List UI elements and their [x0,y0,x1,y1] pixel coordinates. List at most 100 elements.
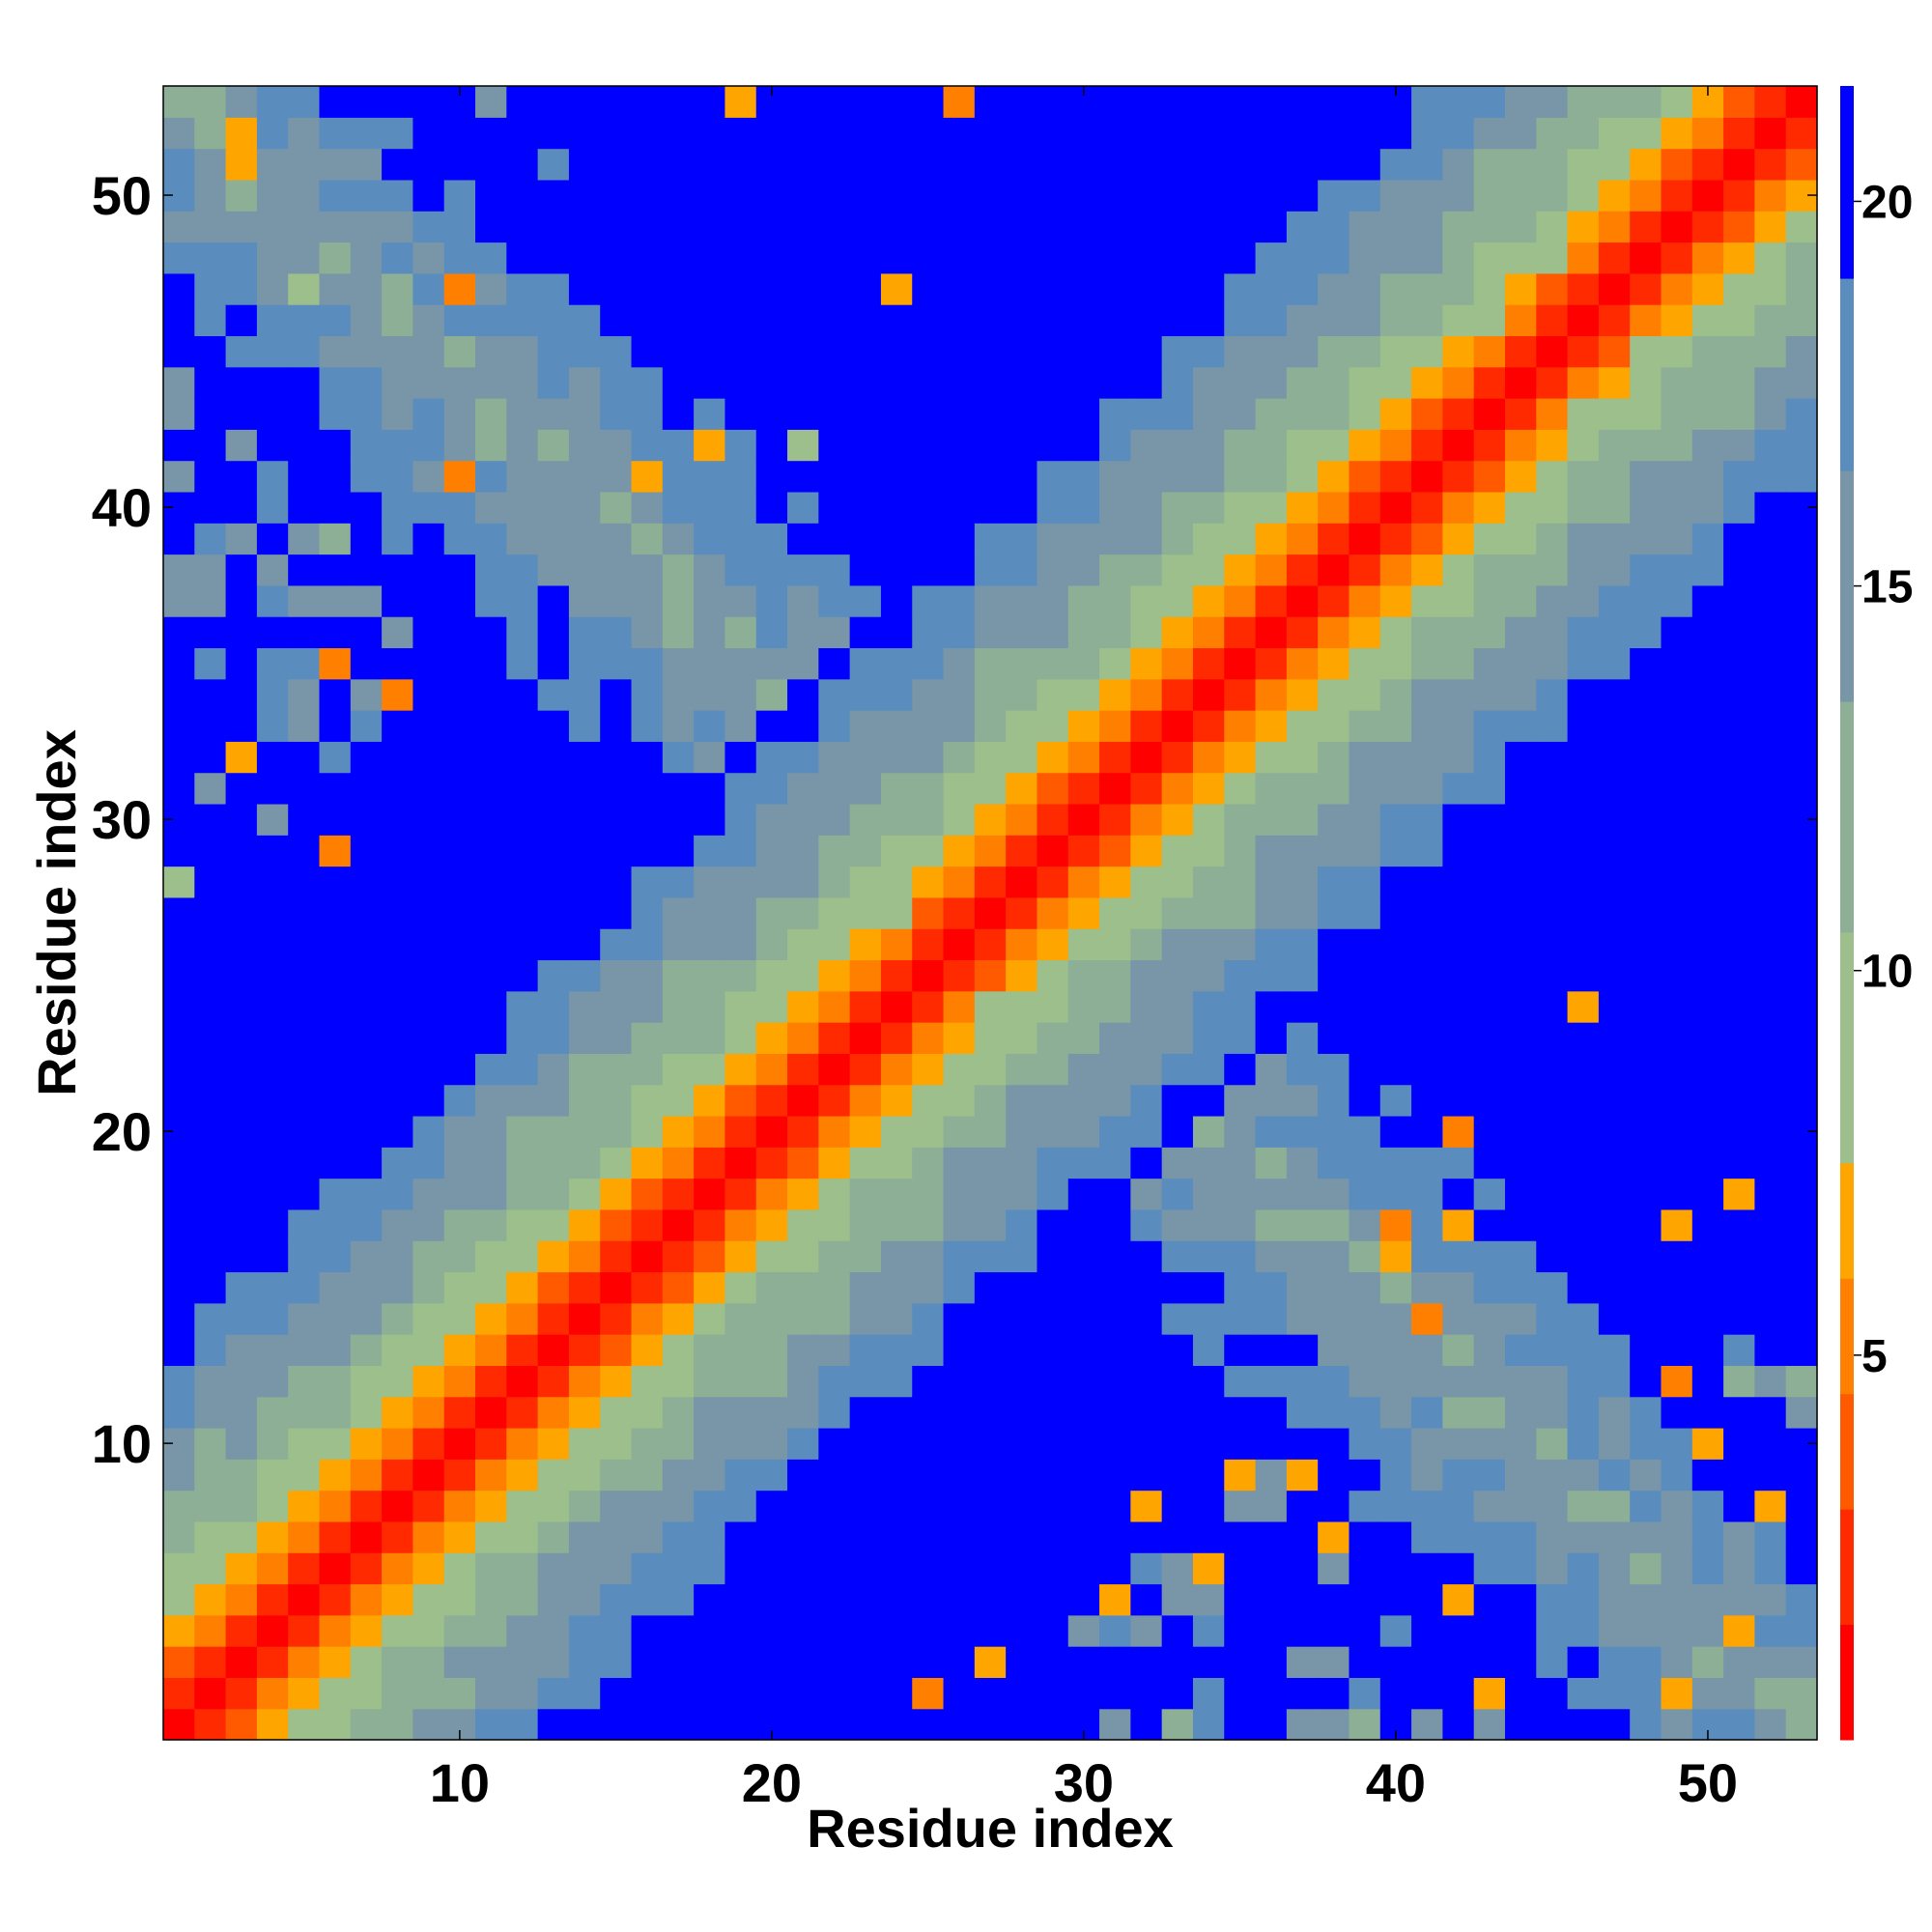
heatmap-cell [1661,491,1693,524]
heatmap-cell [1536,1490,1569,1522]
heatmap-cell [1037,959,1069,992]
heatmap-cell [475,1427,507,1460]
heatmap-cell [350,1427,383,1460]
heatmap-cell [1754,429,1787,462]
heatmap-cell [1006,1302,1038,1335]
heatmap-cell [1723,1365,1755,1398]
heatmap-cell [1630,1302,1662,1335]
heatmap-cell [1754,1520,1787,1553]
heatmap-cell [1785,1614,1818,1647]
heatmap-cell [662,1520,695,1553]
heatmap-cell [1691,866,1724,898]
heatmap-cell [1630,678,1662,711]
heatmap-cell [568,678,601,711]
heatmap-cell [1442,1208,1475,1241]
heatmap-cell [443,1115,476,1148]
heatmap-cell [443,1240,476,1273]
heatmap-cell [537,523,570,555]
heatmap-cell [1630,460,1662,493]
heatmap-cell [225,1022,258,1054]
heatmap-cell [1661,710,1693,742]
heatmap-cell [1349,429,1381,462]
heatmap-cell [1255,1552,1288,1585]
heatmap-cell [849,1053,882,1086]
heatmap-cell [1442,491,1475,524]
heatmap-cell [537,304,570,337]
heatmap-cell [412,1365,445,1398]
heatmap-cell [755,1084,788,1117]
heatmap-cell [943,741,976,774]
heatmap-cell [350,959,383,992]
heatmap-cell [974,1583,1007,1616]
heatmap-cell [256,1084,289,1117]
heatmap-cell [694,86,726,118]
heatmap-cell [1598,1396,1631,1429]
heatmap-cell [1255,117,1288,150]
heatmap-cell [1379,398,1412,430]
heatmap-cell [724,179,757,212]
heatmap-cell [1192,523,1225,555]
heatmap-cell [1318,1271,1350,1304]
heatmap-cell [225,554,258,586]
heatmap-cell [818,584,851,617]
heatmap-cell [631,242,664,274]
heatmap-cell [600,616,633,649]
heatmap-cell [412,148,445,181]
heatmap-cell [787,148,819,181]
heatmap-cell [1691,1302,1724,1335]
heatmap-cell [1661,1178,1693,1210]
heatmap-cell [1067,1115,1100,1148]
heatmap-cell [1099,1178,1131,1210]
heatmap-cell [818,866,851,898]
heatmap-cell [1785,1490,1818,1522]
heatmap-cell [1411,1708,1443,1741]
heatmap-cell [568,896,601,929]
heatmap-cell [225,1271,258,1304]
heatmap-cell [163,741,195,774]
heatmap-cell [194,803,227,836]
heatmap-cell [1255,1520,1288,1553]
heatmap-cell [1255,1334,1288,1366]
heatmap-cell [818,1614,851,1647]
heatmap-cell [880,1583,913,1616]
heatmap-cell [256,1334,289,1366]
heatmap-cell [1130,928,1163,961]
heatmap-cell [849,1646,882,1678]
heatmap-cell [1130,959,1163,992]
heatmap-cell [1630,398,1662,430]
heatmap-cell [1067,1208,1100,1241]
heatmap-cell [537,803,570,836]
heatmap-cell [1006,1271,1038,1304]
heatmap-cell [537,1115,570,1148]
heatmap-cell [319,117,352,150]
heatmap-cell [475,1646,507,1678]
heatmap-cell [1785,1520,1818,1553]
heatmap-cell [256,1708,289,1741]
heatmap-cell [537,1396,570,1429]
heatmap-cell [818,1053,851,1086]
heatmap-cell [256,1459,289,1492]
heatmap-cell [163,835,195,867]
heatmap-cell [537,335,570,368]
heatmap-cell [1754,117,1787,150]
heatmap-cell [382,959,414,992]
heatmap-cell [288,398,321,430]
heatmap-cell [412,1583,445,1616]
heatmap-cell [1161,1677,1194,1710]
heatmap-cell [1411,211,1443,243]
heatmap-cell [1286,647,1319,680]
heatmap-cell [755,1147,788,1179]
heatmap-cell [1598,1427,1631,1460]
heatmap-cell [1754,678,1787,711]
heatmap-cell [787,272,819,305]
heatmap-cell [256,117,289,150]
heatmap-cell [849,1147,882,1179]
heatmap-cell [1349,1053,1381,1086]
heatmap-cell [163,86,195,118]
heatmap-cell [694,990,726,1023]
heatmap-cell [256,959,289,992]
heatmap-cell [1037,1147,1069,1179]
heatmap-cell [787,1365,819,1398]
heatmap-cell [194,647,227,680]
heatmap-cell [1161,1271,1194,1304]
